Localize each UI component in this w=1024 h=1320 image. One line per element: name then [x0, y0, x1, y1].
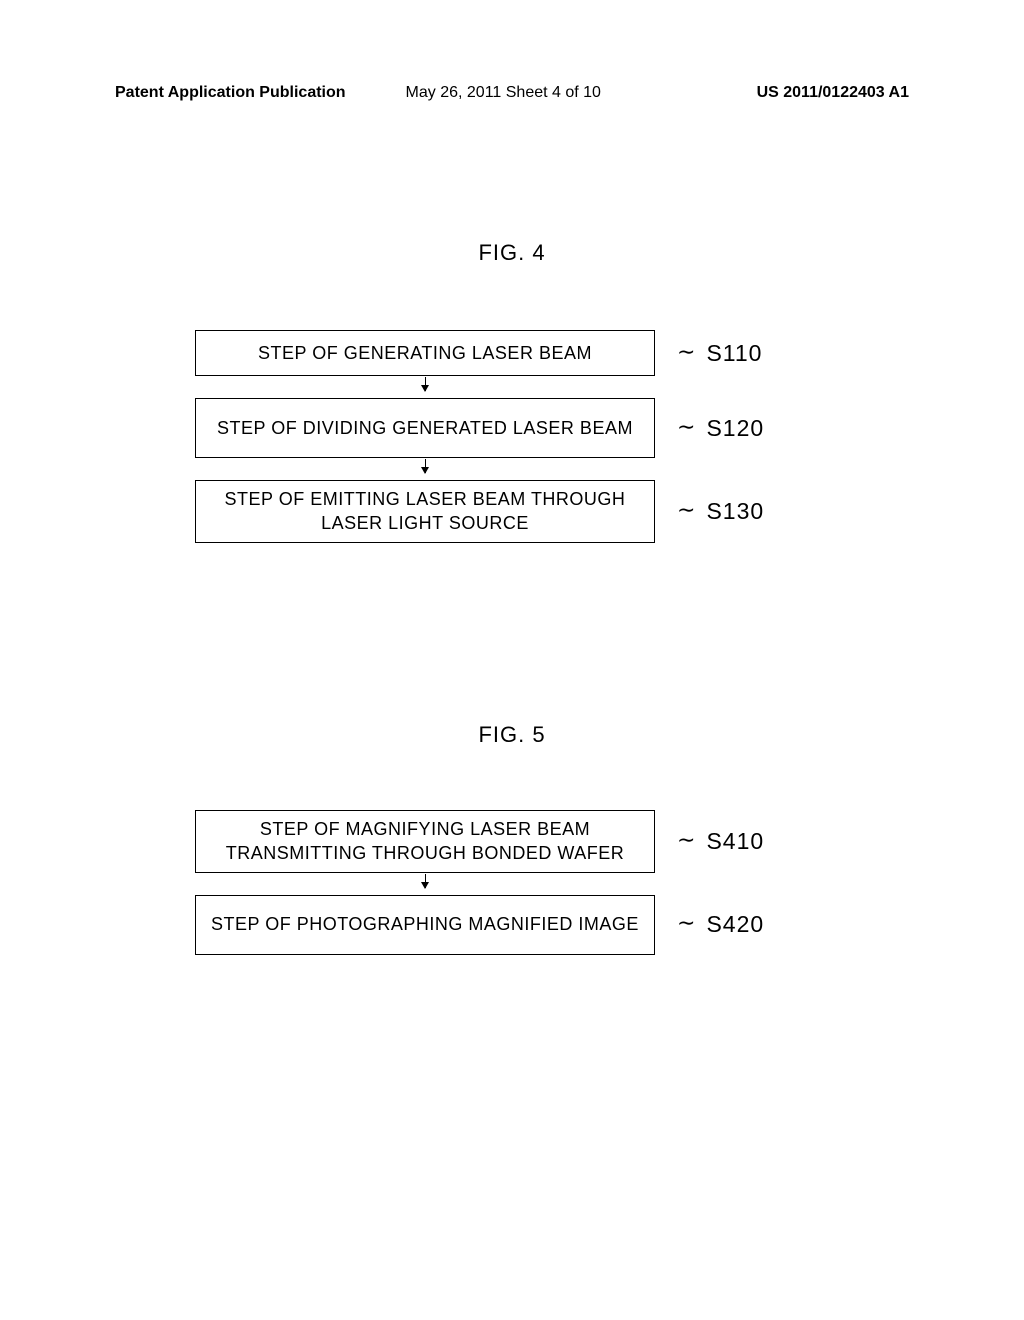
flowchart-step: STEP OF DIVIDING GENERATED LASER BEAM ∼ S… [195, 398, 835, 458]
flowchart-step: STEP OF MAGNIFYING LASER BEAM TRANSMITTI… [195, 810, 835, 873]
step-reference: ∼ S420 [677, 911, 764, 938]
step-reference: ∼ S410 [677, 828, 764, 855]
step-box: STEP OF GENERATING LASER BEAM [195, 330, 655, 376]
step-reference: ∼ S130 [677, 498, 764, 525]
down-arrow-icon [425, 459, 426, 473]
step-box: STEP OF PHOTOGRAPHING MAGNIFIED IMAGE [195, 895, 655, 955]
step-box: STEP OF EMITTING LASER BEAM THROUGH LASE… [195, 480, 655, 543]
figure-5-label: FIG. 5 [0, 722, 1024, 748]
flowchart-step: STEP OF EMITTING LASER BEAM THROUGH LASE… [195, 480, 835, 543]
flowchart-step: STEP OF PHOTOGRAPHING MAGNIFIED IMAGE ∼ S… [195, 895, 835, 955]
step-reference-label: S120 [706, 415, 764, 441]
step-reference-label: S110 [706, 340, 762, 366]
flowchart-arrow [195, 873, 655, 895]
figure-5-flowchart: STEP OF MAGNIFYING LASER BEAM TRANSMITTI… [195, 810, 835, 955]
step-reference: ∼ S120 [677, 415, 764, 442]
step-box: STEP OF DIVIDING GENERATED LASER BEAM [195, 398, 655, 458]
down-arrow-icon [425, 377, 426, 391]
step-box: STEP OF MAGNIFYING LASER BEAM TRANSMITTI… [195, 810, 655, 873]
flowchart-arrow [195, 376, 655, 398]
tilde-icon: ∼ [677, 497, 696, 523]
figure-4-label: FIG. 4 [0, 240, 1024, 266]
page-header: Patent Application Publication May 26, 2… [115, 84, 909, 102]
down-arrow-icon [425, 874, 426, 888]
tilde-icon: ∼ [677, 339, 696, 365]
step-reference: ∼ S110 [677, 340, 762, 367]
header-date-sheet: May 26, 2011 Sheet 4 of 10 [406, 84, 601, 102]
tilde-icon: ∼ [677, 414, 696, 440]
step-reference-label: S130 [706, 498, 764, 524]
figure-4-flowchart: STEP OF GENERATING LASER BEAM ∼ S110 STEP… [195, 330, 835, 543]
tilde-icon: ∼ [677, 910, 696, 936]
step-reference-label: S420 [706, 911, 764, 937]
step-reference-label: S410 [706, 828, 764, 854]
tilde-icon: ∼ [677, 827, 696, 853]
header-application-number: US 2011/0122403 A1 [757, 84, 909, 102]
flowchart-step: STEP OF GENERATING LASER BEAM ∼ S110 [195, 330, 835, 376]
header-publication: Patent Application Publication [115, 84, 346, 102]
flowchart-arrow [195, 458, 655, 480]
